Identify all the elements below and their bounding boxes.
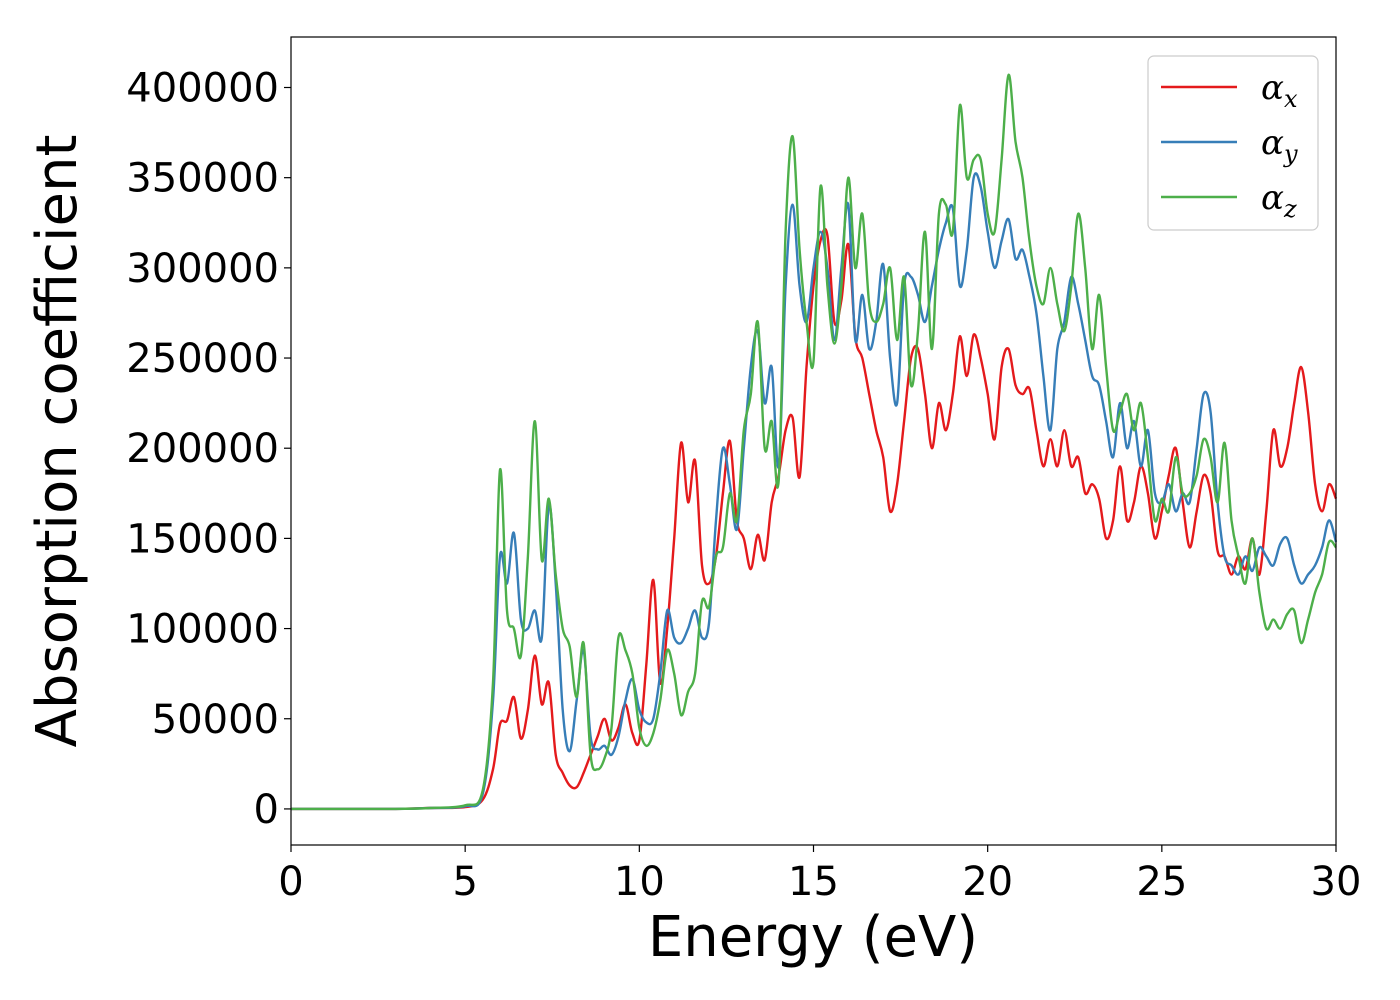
y-axis-label: Absorption coefficient [25,135,90,748]
x-tick-label: 15 [788,859,839,905]
y-axis: 0 50000 100000 150000 200000 250000 300000 3500… [126,66,291,833]
series-line-alpha-z [291,73,1337,811]
x-tick-label: 5 [452,859,477,905]
legend-label-subscript: x [1284,85,1298,113]
legend-label-alpha-y: αy [1261,123,1298,168]
x-axis-label: Energy (eV) [648,905,978,970]
y-tick-label: 150000 [126,516,279,562]
y-tick-label: 250000 [126,336,279,382]
y-tick-label: 0 [254,787,279,833]
series-layer [291,73,1338,811]
series-line-alpha-x [291,227,1338,811]
x-tick-label: 0 [278,859,303,905]
y-tick-label: 400000 [126,66,279,112]
x-tick-label: 25 [1136,859,1187,905]
legend-label-symbol: α [1261,68,1284,108]
legend-label-subscript: z [1283,195,1297,223]
x-tick-label: 30 [1311,859,1362,905]
x-axis: 0 5 10 15 20 25 30 [278,845,1361,905]
legend-label-alpha-x: αx [1261,68,1298,113]
legend-label-alpha-z: αz [1261,178,1297,223]
y-tick-label: 50000 [152,697,279,743]
y-tick-label: 350000 [126,156,279,202]
y-tick-label: 200000 [126,426,279,472]
x-tick-label: 10 [614,859,665,905]
legend-label-subscript: y [1283,140,1298,168]
legend-label-symbol: α [1261,178,1284,218]
y-tick-label: 100000 [126,607,279,653]
y-tick-label: 300000 [126,246,279,292]
x-tick-label: 20 [962,859,1013,905]
legend-label-symbol: α [1261,123,1284,163]
